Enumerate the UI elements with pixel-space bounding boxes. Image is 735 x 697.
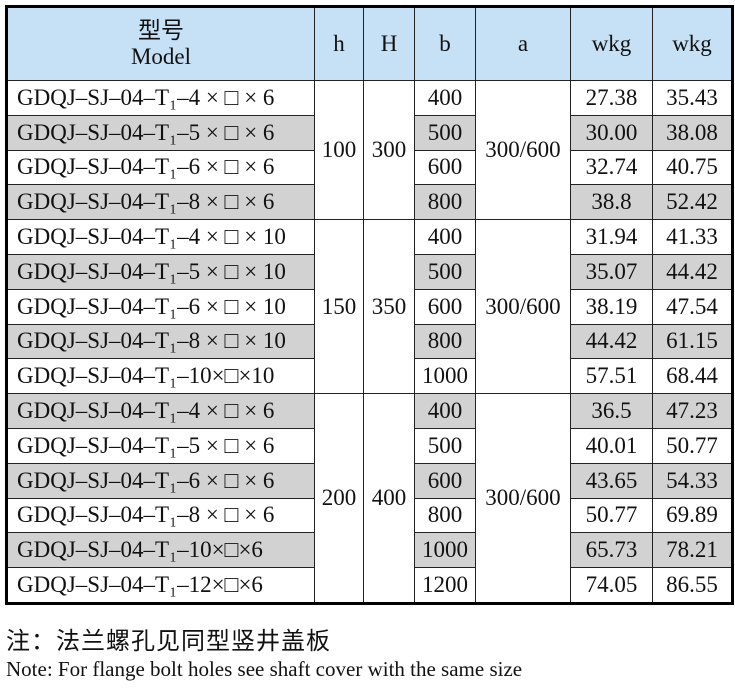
header-b: b (414, 6, 476, 81)
wkg-1-cell: 30.00 (570, 114, 653, 151)
table-row: GDQJ–SJ–04–T₁–8 × □ × 10 800 44.42 61.15 (6, 323, 733, 360)
h-cell: 200 (314, 393, 364, 604)
wkg-1-cell: 38.8 (570, 184, 653, 221)
table-row: GDQJ–SJ–04–T₁–10×□×6 1000 65.73 78.21 (6, 532, 733, 569)
wkg-2-cell: 47.23 (652, 393, 733, 429)
wkg-1-cell: 74.05 (570, 567, 653, 604)
H-cell: 350 (363, 219, 415, 395)
b-cell: 800 (414, 184, 476, 221)
h-cell: 100 (314, 79, 364, 221)
wkg-2-cell: 68.44 (652, 358, 733, 395)
table-row: GDQJ–SJ–04–T₁–6 × □ × 10 600 38.19 47.54 (6, 288, 733, 325)
table-row: GDQJ–SJ–04–T₁–12×□×6 1200 74.05 86.55 (6, 567, 733, 604)
H-cell: 400 (363, 393, 415, 604)
b-cell: 1000 (414, 532, 476, 569)
header-model-en: Model (130, 44, 192, 69)
model-cell: GDQJ–SJ–04–T₁–10×□×10 (6, 358, 315, 395)
table-row: GDQJ–SJ–04–T₁–10×□×10 1000 57.51 68.44 (6, 358, 733, 395)
wkg-1-cell: 40.01 (570, 427, 653, 464)
table-row: GDQJ–SJ–04–T₁–4 × □ × 10 150 350 400 300/600… (6, 219, 733, 395)
wkg-2-cell: 41.33 (652, 219, 733, 255)
b-cell: 400 (414, 393, 476, 429)
b-cell: 400 (414, 219, 476, 255)
wkg-1-cell: 44.42 (570, 323, 653, 360)
table-row: GDQJ–SJ–04–T₁–5 × □ × 6 500 40.01 50.77 (6, 427, 733, 464)
model-cell: GDQJ–SJ–04–T₁–12×□×6 (6, 567, 315, 604)
h-cell: 150 (314, 219, 364, 395)
wkg-1-cell: 43.65 (570, 462, 653, 499)
wkg-2-cell: 50.77 (652, 427, 733, 464)
wkg-2-cell: 86.55 (652, 567, 733, 604)
wkg-2-cell: 40.75 (652, 149, 733, 186)
wkg-2-cell: 47.54 (652, 288, 733, 325)
wkg-2-cell: 38.08 (652, 114, 733, 151)
model-cell: GDQJ–SJ–04–T₁–4 × □ × 6 (6, 393, 315, 429)
model-cell: GDQJ–SJ–04–T₁–5 × □ × 6 (6, 427, 315, 464)
b-cell: 800 (414, 497, 476, 534)
wkg-1-cell: 57.51 (570, 358, 653, 395)
model-cell: GDQJ–SJ–04–T₁–6 × □ × 6 (6, 149, 315, 186)
header-model: 型号 Model (6, 6, 315, 81)
wkg-1-cell: 32.74 (570, 149, 653, 186)
b-cell: 1200 (414, 567, 476, 604)
model-cell: GDQJ–SJ–04–T₁–6 × □ × 10 (6, 288, 315, 325)
model-cell: GDQJ–SJ–04–T₁–10×□×6 (6, 532, 315, 569)
b-cell: 400 (414, 80, 476, 116)
b-cell: 600 (414, 288, 476, 325)
model-cell: GDQJ–SJ–04–T₁–4 × □ × 6 (6, 80, 315, 116)
wkg-1-cell: 27.38 (570, 80, 653, 116)
spec-table: 型号 Model h H b a wkg wkg GDQJ–SJ–04–T₁–4 … (5, 5, 734, 605)
header-H: H (363, 6, 415, 81)
wkg-2-cell: 54.33 (652, 462, 733, 499)
model-cell: GDQJ–SJ–04–T₁–4 × □ × 10 (6, 219, 315, 255)
wkg-2-cell: 69.89 (652, 497, 733, 534)
b-cell: 500 (414, 114, 476, 151)
wkg-1-cell: 65.73 (570, 532, 653, 569)
wkg-2-cell: 78.21 (652, 532, 733, 569)
a-cell: 300/600 (475, 79, 571, 221)
a-cell: 300/600 (475, 393, 571, 604)
header-wkg-2: wkg (652, 6, 733, 81)
table-row: GDQJ–SJ–04–T₁–5 × □ × 6 500 30.00 38.08 (6, 114, 733, 151)
header-row: 型号 Model h H b a wkg wkg (6, 6, 733, 81)
wkg-2-cell: 61.15 (652, 323, 733, 360)
wkg-2-cell: 44.42 (652, 253, 733, 290)
table-row: GDQJ–SJ–04–T₁–5 × □ × 10 500 35.07 44.42 (6, 253, 733, 290)
table-row: GDQJ–SJ–04–T₁–6 × □ × 6 600 43.65 54.33 (6, 462, 733, 499)
H-cell: 300 (363, 79, 415, 221)
wkg-1-cell: 31.94 (570, 219, 653, 255)
b-cell: 500 (414, 253, 476, 290)
wkg-1-cell: 50.77 (570, 497, 653, 534)
table-row: GDQJ–SJ–04–T₁–6 × □ × 6 600 32.74 40.75 (6, 149, 733, 186)
b-cell: 600 (414, 462, 476, 499)
table-row: GDQJ–SJ–04–T₁–4 × □ × 6 100 300 400 300/600 2… (6, 79, 733, 221)
b-cell: 500 (414, 427, 476, 464)
wkg-1-cell: 35.07 (570, 253, 653, 290)
table-body: GDQJ–SJ–04–T₁–4 × □ × 6 100 300 400 300/600 2… (6, 79, 733, 604)
table-row: GDQJ–SJ–04–T₁–4 × □ × 6 200 400 400 300/600 3… (6, 393, 733, 604)
model-cell: GDQJ–SJ–04–T₁–8 × □ × 10 (6, 323, 315, 360)
table-row: GDQJ–SJ–04–T₁–8 × □ × 6 800 50.77 69.89 (6, 497, 733, 534)
model-cell: GDQJ–SJ–04–T₁–5 × □ × 6 (6, 114, 315, 151)
wkg-2-cell: 35.43 (652, 80, 733, 116)
a-cell: 300/600 (475, 219, 571, 395)
wkg-1-cell: 38.19 (570, 288, 653, 325)
note-chinese: 注：法兰螺孔见同型竖井盖板 (6, 627, 331, 655)
b-cell: 1000 (414, 358, 476, 395)
header-h: h (314, 6, 364, 81)
b-cell: 600 (414, 149, 476, 186)
header-a: a (475, 6, 571, 81)
note-english: Note: For flange bolt holes see shaft co… (6, 657, 523, 681)
model-cell: GDQJ–SJ–04–T₁–6 × □ × 6 (6, 462, 315, 499)
model-cell: GDQJ–SJ–04–T₁–5 × □ × 10 (6, 253, 315, 290)
b-cell: 800 (414, 323, 476, 360)
model-cell: GDQJ–SJ–04–T₁–8 × □ × 6 (6, 497, 315, 534)
wkg-1-cell: 36.5 (570, 393, 653, 429)
wkg-2-cell: 52.42 (652, 184, 733, 221)
model-cell: GDQJ–SJ–04–T₁–8 × □ × 6 (6, 184, 315, 221)
header-model-cn: 型号 (138, 18, 184, 43)
header-wkg-1: wkg (570, 6, 653, 81)
